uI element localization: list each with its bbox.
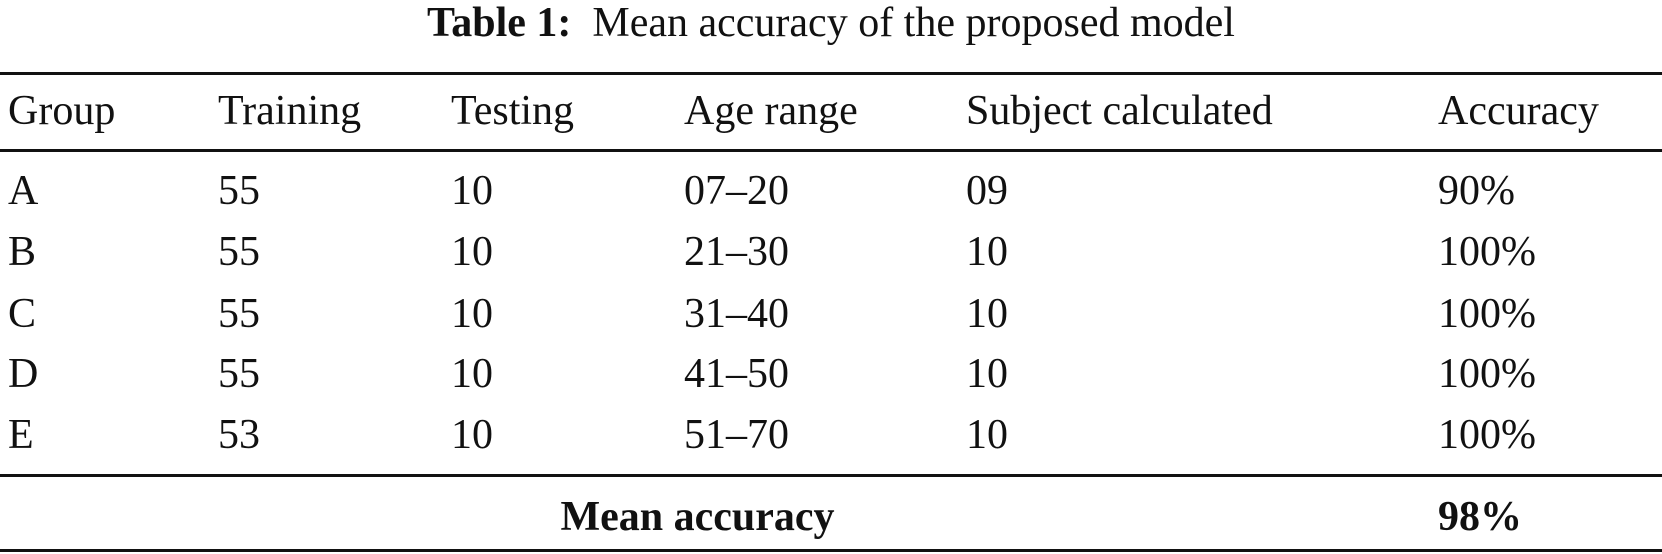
table-cell: 55 xyxy=(218,291,260,337)
header-cell: Age range xyxy=(684,88,858,134)
table-cell: 100% xyxy=(1438,412,1536,458)
top-rule xyxy=(0,72,1662,75)
header-cell: Training xyxy=(218,88,362,134)
table-cell: 10 xyxy=(451,229,493,275)
table-cell: 10 xyxy=(966,412,1008,458)
table-cell: 51–70 xyxy=(684,412,789,458)
table-cell: 55 xyxy=(218,168,260,214)
caption-label: Table 1: xyxy=(427,0,572,46)
footer-rule xyxy=(0,474,1662,477)
table-cell: 10 xyxy=(451,351,493,397)
table-cell: 90% xyxy=(1438,168,1515,214)
header-cell: Testing xyxy=(451,88,575,134)
table-cell: 10 xyxy=(966,229,1008,275)
table-cell: 55 xyxy=(218,351,260,397)
table-cell: 10 xyxy=(966,351,1008,397)
table-cell: 31–40 xyxy=(684,291,789,337)
table-caption: Table 1: Mean accuracy of the proposed m… xyxy=(0,0,1662,48)
header-cell: Subject calculated xyxy=(966,88,1273,134)
header-rule xyxy=(0,149,1662,152)
table-cell: 10 xyxy=(451,291,493,337)
table-cell: 10 xyxy=(966,291,1008,337)
caption-text: Mean accuracy of the proposed model xyxy=(592,0,1235,46)
table-cell: 53 xyxy=(218,412,260,458)
table-cell: 100% xyxy=(1438,229,1536,275)
table-cell: 100% xyxy=(1438,291,1536,337)
table-cell: 21–30 xyxy=(684,229,789,275)
table-cell: 07–20 xyxy=(684,168,789,214)
table-cell: A xyxy=(8,168,39,214)
table-cell: 10 xyxy=(451,412,493,458)
table-cell: 09 xyxy=(966,168,1008,214)
table-cell: D xyxy=(8,351,39,397)
footer-label: Mean accuracy xyxy=(560,494,835,540)
table-cell: E xyxy=(8,412,34,458)
table-cell: 41–50 xyxy=(684,351,789,397)
bottom-rule xyxy=(0,549,1662,552)
footer-value: 98% xyxy=(1438,494,1522,540)
header-cell: Accuracy xyxy=(1438,88,1599,134)
table-cell: 55 xyxy=(218,229,260,275)
header-cell: Group xyxy=(8,88,116,134)
table-cell: 100% xyxy=(1438,351,1536,397)
table-cell: C xyxy=(8,291,37,337)
table-cell: B xyxy=(8,229,37,275)
table-cell: 10 xyxy=(451,168,493,214)
